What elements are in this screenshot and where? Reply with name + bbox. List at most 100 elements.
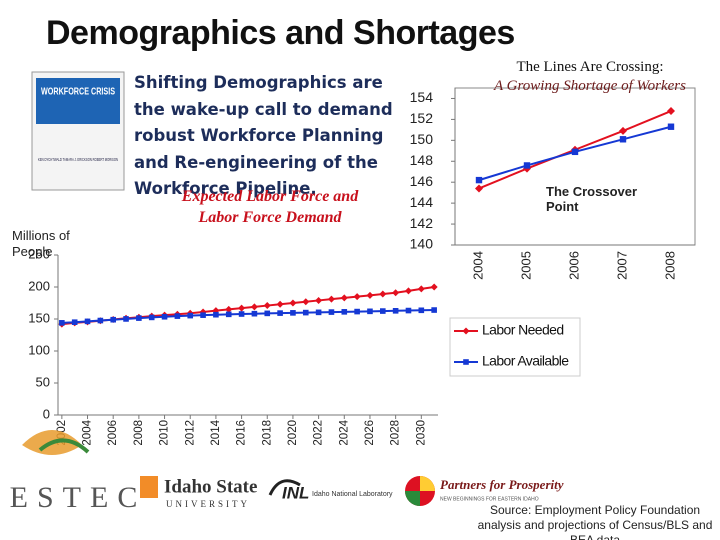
point xyxy=(174,313,181,319)
x-tick-label: 2026 xyxy=(364,420,376,446)
point xyxy=(213,311,219,318)
isu-mark xyxy=(140,476,158,498)
point xyxy=(123,316,129,322)
x-tick-label: 2006 xyxy=(566,251,581,280)
point xyxy=(619,136,627,143)
charts: 0501001502002502002200420062008201020122… xyxy=(28,87,696,446)
x-tick-label: 2022 xyxy=(313,420,325,446)
point xyxy=(341,309,348,315)
point xyxy=(97,317,104,324)
x-tick-label: 2004 xyxy=(82,419,94,445)
point xyxy=(667,123,675,130)
point xyxy=(430,283,438,291)
isu-sub: UNIVERSITY xyxy=(166,499,250,509)
y-axis-label: Millions of People xyxy=(12,228,70,259)
point xyxy=(264,310,271,317)
point xyxy=(238,311,245,317)
partners-mark xyxy=(420,476,435,491)
x-tick-label: 2030 xyxy=(415,420,427,446)
legend-box xyxy=(449,317,581,377)
legend-label: Labor Needed xyxy=(482,322,564,338)
x-tick-label: 2006 xyxy=(107,420,119,446)
y-tick-label: 154 xyxy=(410,89,434,105)
point xyxy=(148,314,155,321)
point xyxy=(290,310,296,316)
y-tick-label: 200 xyxy=(28,278,50,293)
legend-marker xyxy=(462,327,470,335)
y-tick-label: 140 xyxy=(410,236,434,252)
y-tick-label: 150 xyxy=(28,310,50,325)
point xyxy=(392,308,399,314)
y-tick-label: 250 xyxy=(28,246,50,261)
slide-title: Demographics and Shortages xyxy=(46,14,515,52)
point xyxy=(276,300,284,308)
inl-logo: INL xyxy=(282,483,309,502)
source-note: Source: Employment Policy Foundation ana… xyxy=(477,503,713,540)
x-tick-label: 2008 xyxy=(662,251,677,280)
inl-sub: Idaho National Laboratory xyxy=(312,491,393,498)
partners-mark xyxy=(405,491,420,506)
book-cover: WORKFORCE CRISIS KEN DYCHTWALD TAMARA J.… xyxy=(31,71,125,191)
x-tick-label: 2014 xyxy=(210,419,222,445)
point xyxy=(571,148,579,156)
point xyxy=(667,107,675,116)
logos: ESTEC Idaho State UNIVERSITY INL Idaho N… xyxy=(10,430,564,514)
book-authors: KEN DYCHTWALD TAMARA J. ERICKSON ROBERT … xyxy=(38,157,118,162)
point xyxy=(366,291,374,299)
x-tick-label: 2024 xyxy=(338,419,350,445)
point xyxy=(475,184,483,193)
point xyxy=(405,307,412,314)
point xyxy=(238,304,246,312)
y-tick-label: 142 xyxy=(410,215,434,231)
point xyxy=(392,289,400,297)
book-title: WORKFORCE CRISIS xyxy=(41,87,115,98)
inl-mark xyxy=(268,479,301,496)
x-tick-label: 2007 xyxy=(614,251,629,280)
point xyxy=(110,316,117,323)
legend-label: Labor Available xyxy=(482,353,569,369)
point xyxy=(59,320,65,326)
point xyxy=(302,309,309,316)
point xyxy=(251,310,258,317)
x-tick-label: 2016 xyxy=(236,420,248,446)
point xyxy=(379,308,386,314)
y-tick-label: 0 xyxy=(43,406,50,421)
point xyxy=(367,308,373,315)
point xyxy=(225,305,233,313)
x-tick-label: 2028 xyxy=(390,420,402,446)
point xyxy=(328,309,335,315)
series-line xyxy=(61,309,435,324)
partners-sub: NEW BEGINNINGS FOR EASTERN IDAHO xyxy=(440,496,539,502)
point xyxy=(523,162,531,169)
y-tick-label: 146 xyxy=(410,173,434,189)
x-tick-label: 2005 xyxy=(518,251,533,280)
point xyxy=(71,319,78,325)
inset-annotation: The Crossover Point xyxy=(546,184,638,214)
estec-logo: ESTEC xyxy=(10,481,147,514)
inset-subtitle: A Growing Shortage of Workers xyxy=(494,78,686,94)
point xyxy=(417,285,425,293)
point xyxy=(353,293,361,301)
x-tick-label: 2020 xyxy=(287,420,299,446)
x-tick-label: 2010 xyxy=(159,420,171,446)
point xyxy=(263,302,271,310)
point xyxy=(136,315,142,321)
point xyxy=(619,126,627,135)
point xyxy=(404,287,412,295)
point xyxy=(161,313,168,320)
point xyxy=(225,311,232,318)
estec-swoosh xyxy=(38,438,90,454)
x-tick-label: 2018 xyxy=(261,420,273,446)
point xyxy=(200,312,206,318)
point xyxy=(315,296,323,304)
y-tick-label: 152 xyxy=(410,110,434,126)
point xyxy=(431,307,437,313)
y-tick-label: 100 xyxy=(28,342,50,357)
plot-frame xyxy=(454,87,696,246)
point xyxy=(277,310,283,316)
body-text: Shifting Demographics are the wake-up ca… xyxy=(134,73,393,198)
point xyxy=(418,307,425,314)
partners-logo: Partners for Prosperity xyxy=(440,477,564,492)
point xyxy=(250,303,258,311)
